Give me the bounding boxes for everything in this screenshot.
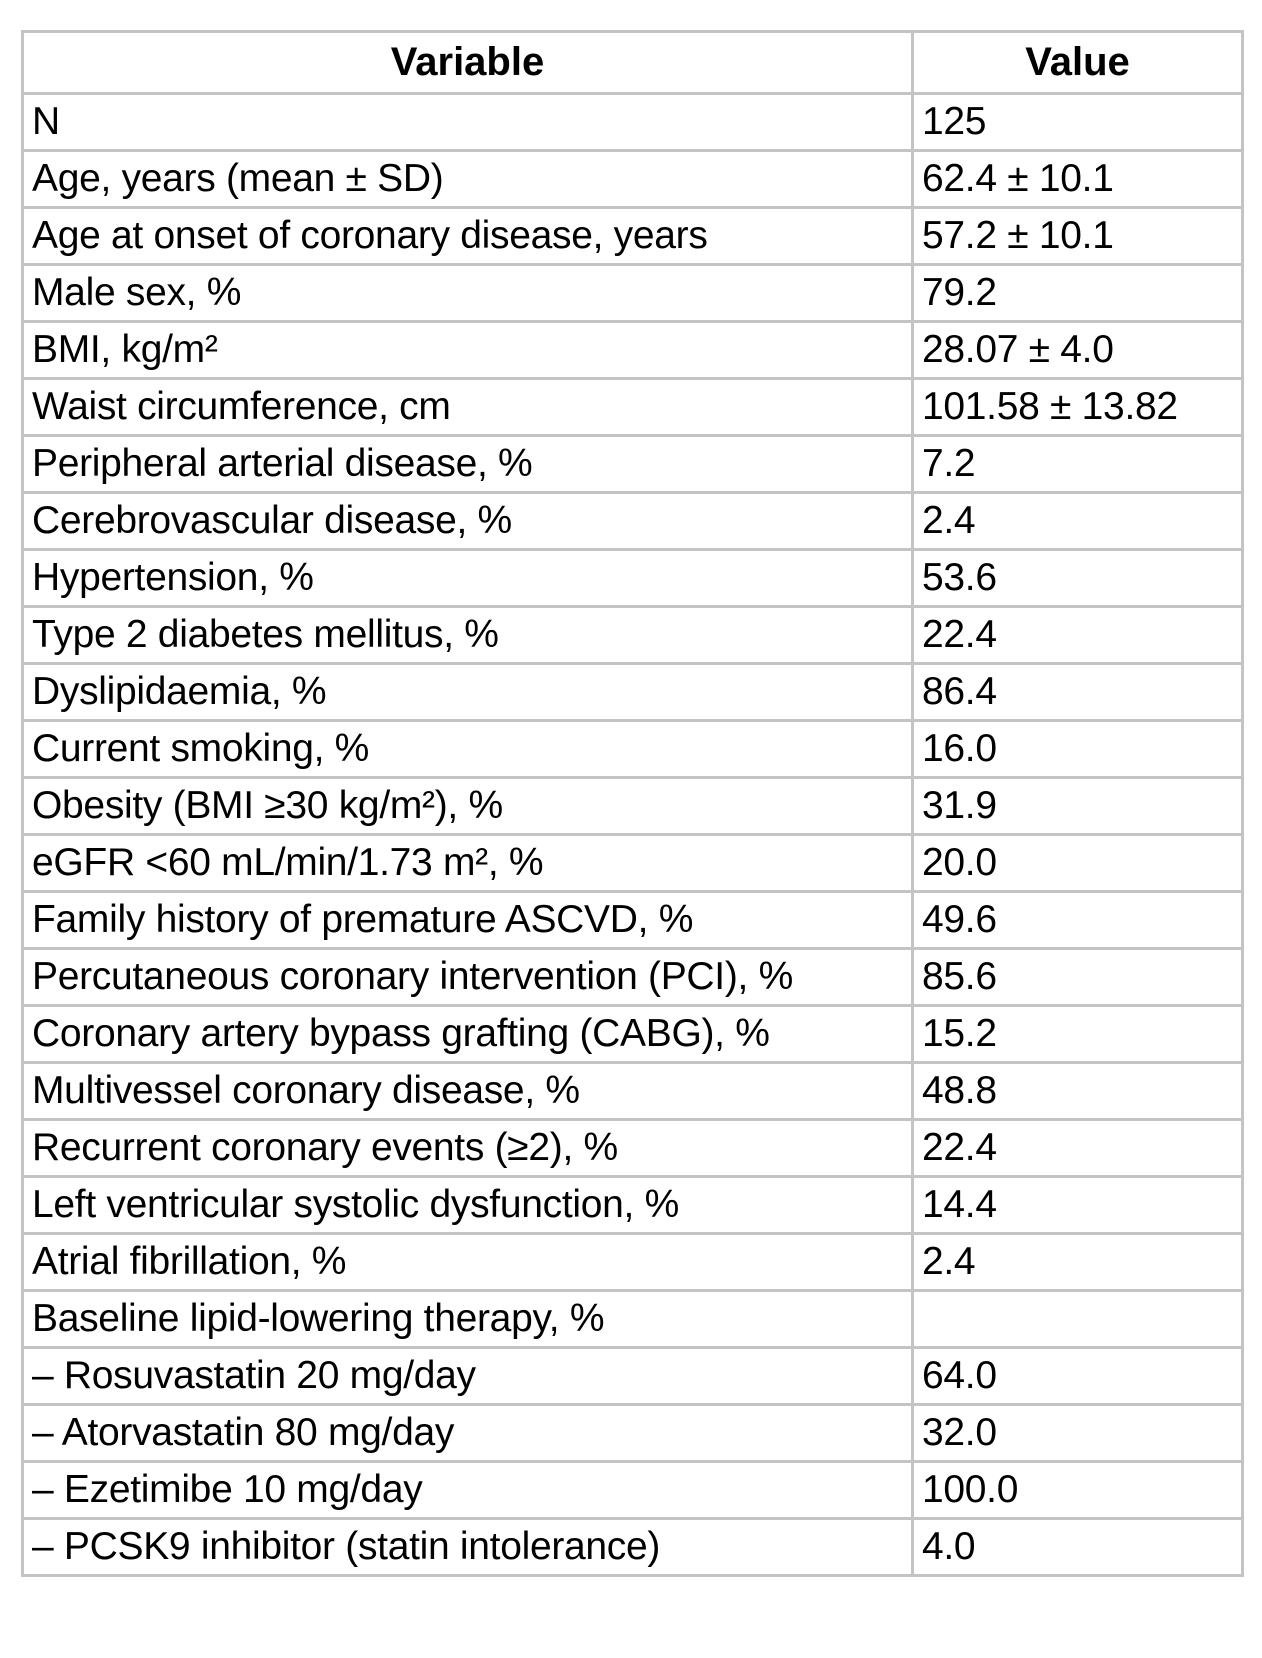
variable-cell: Family history of premature ASCVD, % <box>21 890 914 950</box>
value-cell: 14.4 <box>911 1175 1244 1235</box>
table-row: Family history of premature ASCVD, % 49.6 <box>21 890 1244 950</box>
table-row: Percutaneous coronary intervention (PCI)… <box>21 947 1244 1007</box>
table-row: Left ventricular systolic dysfunction, %… <box>21 1175 1244 1235</box>
value-cell: 16.0 <box>911 719 1244 779</box>
variable-cell: Hypertension, % <box>21 548 914 608</box>
variable-cell: Male sex, % <box>21 263 914 323</box>
table-row: Dyslipidaemia, % 86.4 <box>21 662 1244 722</box>
value-cell: 57.2 ± 10.1 <box>911 206 1244 266</box>
table-row: Multivessel coronary disease, % 48.8 <box>21 1061 1244 1121</box>
variable-cell: Left ventricular systolic dysfunction, % <box>21 1175 914 1235</box>
table-header: Variable Value <box>21 30 1244 95</box>
value-cell: 7.2 <box>911 434 1244 494</box>
table-row: – PCSK9 inhibitor (statin intolerance) 4.… <box>21 1517 1244 1577</box>
table-row: Recurrent coronary events (≥2), % 22.4 <box>21 1118 1244 1178</box>
value-cell: 2.4 <box>911 491 1244 551</box>
value-cell: 22.4 <box>911 1118 1244 1178</box>
table-row: N 125 <box>21 92 1244 152</box>
value-cell: 79.2 <box>911 263 1244 323</box>
value-cell: 48.8 <box>911 1061 1244 1121</box>
value-cell: 20.0 <box>911 833 1244 893</box>
table-row: Hypertension, % 53.6 <box>21 548 1244 608</box>
value-cell: 64.0 <box>911 1346 1244 1406</box>
variable-cell: Age, years (mean ± SD) <box>21 149 914 209</box>
variable-cell: Age at onset of coronary disease, years <box>21 206 914 266</box>
column-header-value: Value <box>911 30 1244 95</box>
value-cell: 53.6 <box>911 548 1244 608</box>
variable-cell: eGFR <60 mL/min/1.73 m², % <box>21 833 914 893</box>
value-cell: 31.9 <box>911 776 1244 836</box>
variable-cell: Coronary artery bypass grafting (CABG), … <box>21 1004 914 1064</box>
table-row: Type 2 diabetes mellitus, % 22.4 <box>21 605 1244 665</box>
column-header-variable: Variable <box>21 30 914 95</box>
table-row: Waist circumference, cm 101.58 ± 13.82 <box>21 377 1244 437</box>
table-row: Peripheral arterial disease, % 7.2 <box>21 434 1244 494</box>
value-cell: 2.4 <box>911 1232 1244 1292</box>
table-row: – Ezetimibe 10 mg/day 100.0 <box>21 1460 1244 1520</box>
value-cell: 15.2 <box>911 1004 1244 1064</box>
table-row: Coronary artery bypass grafting (CABG), … <box>21 1004 1244 1064</box>
value-cell: 100.0 <box>911 1460 1244 1520</box>
value-cell: 62.4 ± 10.1 <box>911 149 1244 209</box>
value-cell: 86.4 <box>911 662 1244 722</box>
value-cell: 22.4 <box>911 605 1244 665</box>
variable-cell: Cerebrovascular disease, % <box>21 491 914 551</box>
table-row: Current smoking, % 16.0 <box>21 719 1244 779</box>
variable-cell: Atrial fibrillation, % <box>21 1232 914 1292</box>
value-cell: 85.6 <box>911 947 1244 1007</box>
value-cell <box>911 1289 1244 1349</box>
value-cell: 32.0 <box>911 1403 1244 1463</box>
variable-cell: – Ezetimibe 10 mg/day <box>21 1460 914 1520</box>
variable-cell: Baseline lipid-lowering therapy, % <box>21 1289 914 1349</box>
table-row: Atrial fibrillation, % 2.4 <box>21 1232 1244 1292</box>
baseline-characteristics-table: Variable Value N 125 Age, years (mean ± SD… <box>21 30 1244 1577</box>
table-row: Male sex, % 79.2 <box>21 263 1244 323</box>
table-row: BMI, kg/m² 28.07 ± 4.0 <box>21 320 1244 380</box>
variable-cell: Recurrent coronary events (≥2), % <box>21 1118 914 1178</box>
variable-cell: Current smoking, % <box>21 719 914 779</box>
variable-cell: – PCSK9 inhibitor (statin intolerance) <box>21 1517 914 1577</box>
table-row: Cerebrovascular disease, % 2.4 <box>21 491 1244 551</box>
table-row: Obesity (BMI ≥30 kg/m²), % 31.9 <box>21 776 1244 836</box>
variable-cell: Multivessel coronary disease, % <box>21 1061 914 1121</box>
value-cell: 49.6 <box>911 890 1244 950</box>
value-cell: 125 <box>911 92 1244 152</box>
variable-cell: Type 2 diabetes mellitus, % <box>21 605 914 665</box>
variable-cell: Percutaneous coronary intervention (PCI)… <box>21 947 914 1007</box>
variable-cell: Waist circumference, cm <box>21 377 914 437</box>
table-row: Age, years (mean ± SD) 62.4 ± 10.1 <box>21 149 1244 209</box>
variable-cell: Peripheral arterial disease, % <box>21 434 914 494</box>
variable-cell: Obesity (BMI ≥30 kg/m²), % <box>21 776 914 836</box>
table-row: Baseline lipid-lowering therapy, % <box>21 1289 1244 1349</box>
value-cell: 28.07 ± 4.0 <box>911 320 1244 380</box>
variable-cell: N <box>21 92 914 152</box>
variable-cell: BMI, kg/m² <box>21 320 914 380</box>
variable-cell: Dyslipidaemia, % <box>21 662 914 722</box>
table-body: N 125 Age, years (mean ± SD) 62.4 ± 10.1 Age… <box>21 92 1244 1577</box>
variable-cell: – Atorvastatin 80 mg/day <box>21 1403 914 1463</box>
value-cell: 101.58 ± 13.82 <box>911 377 1244 437</box>
header-row: Variable Value <box>21 30 1244 95</box>
table-row: – Rosuvastatin 20 mg/day 64.0 <box>21 1346 1244 1406</box>
table-row: – Atorvastatin 80 mg/day 32.0 <box>21 1403 1244 1463</box>
variable-cell: – Rosuvastatin 20 mg/day <box>21 1346 914 1406</box>
value-cell: 4.0 <box>911 1517 1244 1577</box>
table-row: Age at onset of coronary disease, years 5… <box>21 206 1244 266</box>
table-row: eGFR <60 mL/min/1.73 m², % 20.0 <box>21 833 1244 893</box>
